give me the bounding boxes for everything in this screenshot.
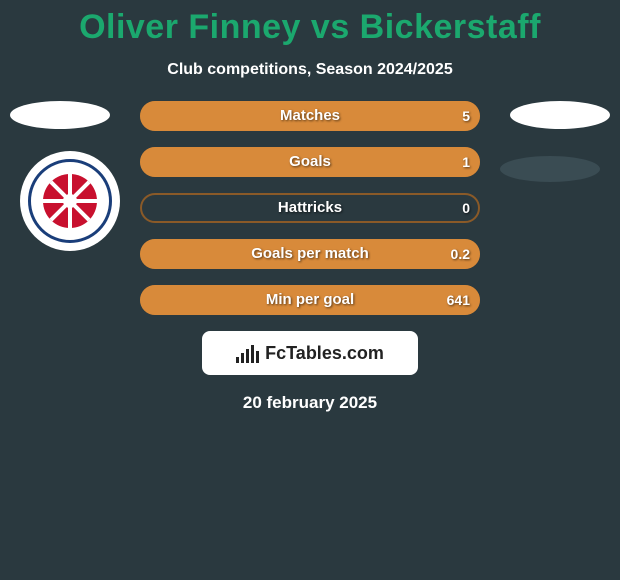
date: 20 february 2025 — [0, 393, 620, 413]
stats-container: Matches5Goals1Hattricks0Goals per match0… — [140, 101, 480, 315]
page-title: Oliver Finney vs Bickerstaff — [0, 0, 620, 47]
stat-value-right: 5 — [462, 101, 470, 131]
stat-label: Hattricks — [140, 193, 480, 223]
subtitle: Club competitions, Season 2024/2025 — [0, 61, 620, 79]
watermark: FcTables.com — [202, 331, 418, 375]
watermark-text: FcTables.com — [265, 343, 384, 364]
stat-row: Min per goal641 — [140, 285, 480, 315]
ellipse-icon — [10, 101, 110, 129]
bar-chart-icon — [236, 343, 259, 363]
ellipse-icon — [510, 101, 610, 129]
ellipse-dark-icon — [500, 156, 600, 182]
player-right-badge-placeholder-1 — [510, 101, 610, 129]
stat-value-right: 641 — [447, 285, 470, 315]
player-right-badge-placeholder-2 — [500, 156, 600, 182]
stat-row: Goals per match0.2 — [140, 239, 480, 269]
stat-value-right: 1 — [462, 147, 470, 177]
stat-row: Matches5 — [140, 101, 480, 131]
stat-row: Hattricks0 — [140, 193, 480, 223]
stat-value-right: 0.2 — [451, 239, 470, 269]
stat-value-right: 0 — [462, 193, 470, 223]
player-left-club-badge — [20, 151, 120, 251]
stat-label: Min per goal — [140, 285, 480, 315]
stat-label: Goals — [140, 147, 480, 177]
stat-row: Goals1 — [140, 147, 480, 177]
hartlepool-badge-icon — [20, 151, 120, 251]
stat-label: Goals per match — [140, 239, 480, 269]
player-left-badge-placeholder — [10, 101, 110, 129]
stat-label: Matches — [140, 101, 480, 131]
comparison-content: Matches5Goals1Hattricks0Goals per match0… — [0, 101, 620, 413]
